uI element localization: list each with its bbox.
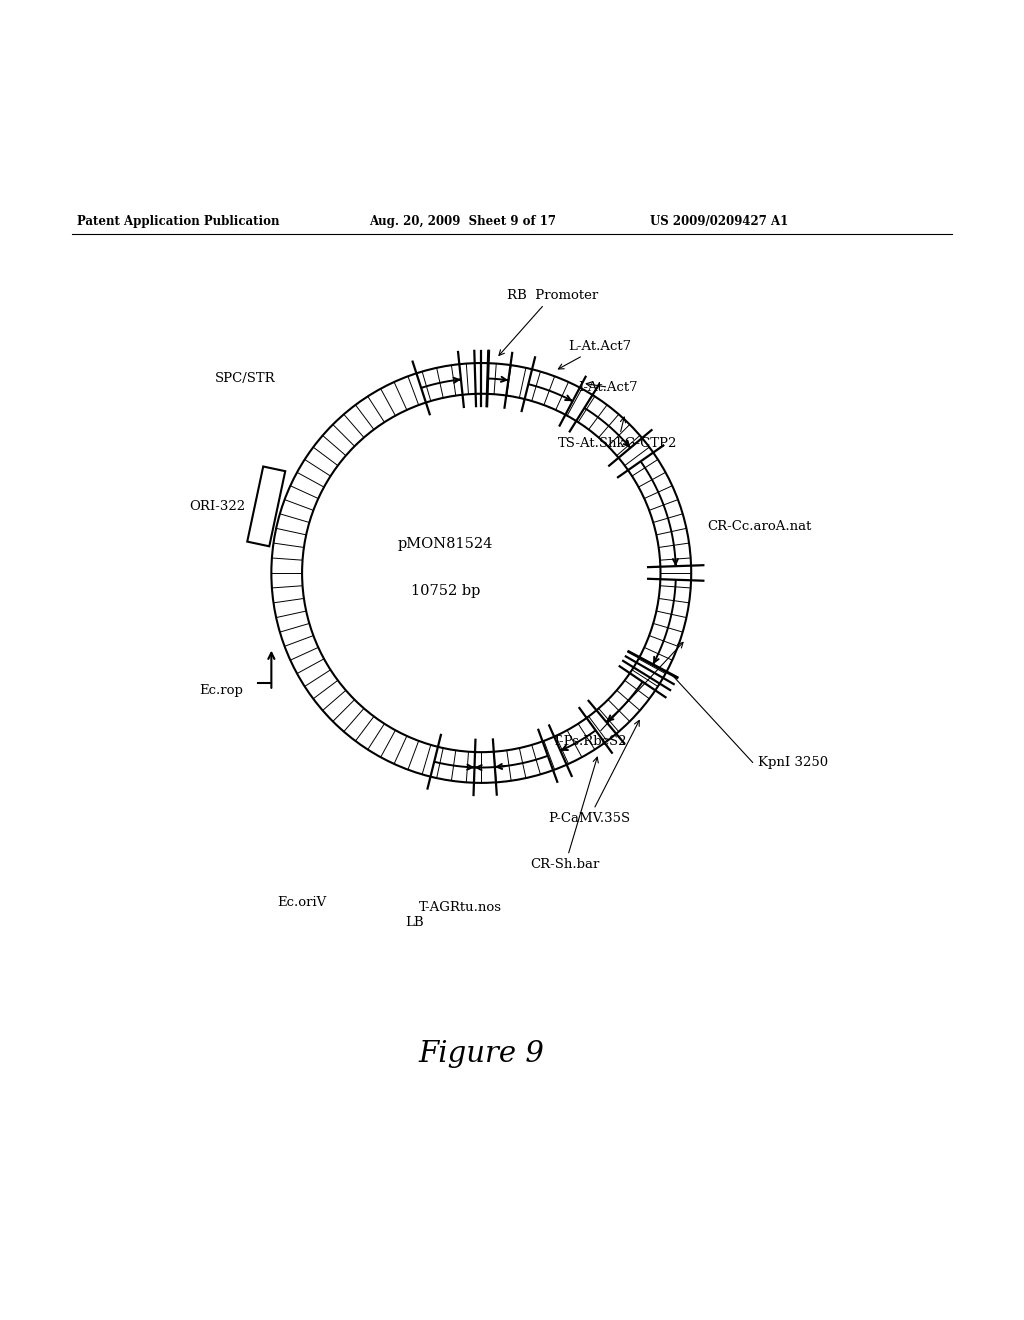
Text: Ec.rop: Ec.rop	[200, 684, 244, 697]
Text: T-Ps.RbcS2: T-Ps.RbcS2	[553, 643, 683, 748]
Text: Figure 9: Figure 9	[419, 1040, 544, 1068]
Text: CR-Sh.bar: CR-Sh.bar	[530, 758, 600, 871]
Text: RB  Promoter: RB Promoter	[499, 289, 598, 355]
Text: Ec.oriV: Ec.oriV	[278, 895, 327, 908]
Text: TS-At.ShkG-CTP2: TS-At.ShkG-CTP2	[558, 417, 678, 450]
Text: T-AGRtu.nos: T-AGRtu.nos	[419, 900, 503, 913]
Text: LB: LB	[406, 916, 424, 929]
Text: ORI-322: ORI-322	[189, 500, 246, 513]
Text: 10752 bp: 10752 bp	[411, 585, 480, 598]
Text: KpnI 3250: KpnI 3250	[758, 756, 827, 768]
Text: Patent Application Publication: Patent Application Publication	[77, 215, 280, 228]
Text: SPC/STR: SPC/STR	[215, 372, 275, 385]
Bar	[247, 466, 286, 546]
Text: CR-Cc.aroA.nat: CR-Cc.aroA.nat	[707, 520, 811, 533]
Text: pMON81524: pMON81524	[397, 537, 494, 552]
Text: Aug. 20, 2009  Sheet 9 of 17: Aug. 20, 2009 Sheet 9 of 17	[369, 215, 556, 228]
Text: I-At.Act7: I-At.Act7	[579, 380, 638, 393]
Text: L-At.Act7: L-At.Act7	[558, 339, 632, 370]
Text: P-CaMV.35S: P-CaMV.35S	[548, 721, 639, 825]
Text: US 2009/0209427 A1: US 2009/0209427 A1	[650, 215, 788, 228]
Circle shape	[271, 363, 691, 783]
